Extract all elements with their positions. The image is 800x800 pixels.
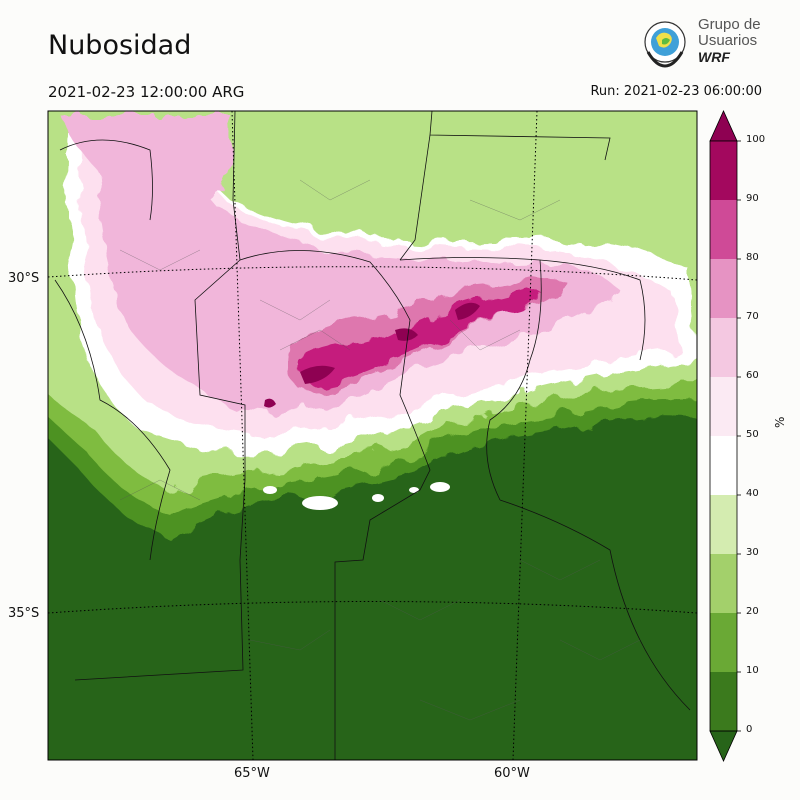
map-frame: [47, 110, 698, 761]
province-boundaries: [54, 111, 691, 760]
colorbar-tick-label: 30: [746, 547, 759, 558]
colorbar-extend-max: [709, 110, 738, 142]
figure-title: Nubosidad: [48, 30, 192, 61]
cloud-band-60-70-north: [60, 115, 233, 206]
colorbar-tick-label: 10: [746, 665, 759, 676]
colorbar-segment: [710, 613, 737, 672]
valid-time-label: 2021-02-23 12:00:00 ARG: [48, 83, 245, 101]
graticule: [48, 111, 697, 760]
cloud-band-90-100: [264, 302, 480, 408]
logo-line-1: Grupo de: [698, 16, 761, 33]
colorbar-tick-label: 50: [746, 429, 759, 440]
lat-label-30s: 30°S: [8, 271, 40, 286]
colorbar-tick-label: 40: [746, 488, 759, 499]
colorbar-tick-label: 100: [746, 134, 766, 145]
cloud-band-60-70: [90, 125, 620, 409]
colorbar-tick-label: 20: [746, 606, 759, 617]
clear-patches: [263, 482, 450, 510]
colorbar-unit-label: %: [773, 416, 787, 428]
colorbar-segment: [710, 141, 737, 200]
logo-line-2: Usuarios: [698, 32, 758, 49]
logo-line-3: WRF: [698, 49, 730, 65]
colorbar-segment: [710, 200, 737, 259]
colorbar: [709, 110, 741, 762]
colorbar-tick-label: 60: [746, 370, 759, 381]
colorbar-segment: [710, 436, 737, 495]
colorbar-segment: [710, 672, 737, 731]
lon-label-65w: 65°W: [234, 766, 270, 781]
colorbar-tick-label: 90: [746, 193, 759, 204]
lon-label-60w: 60°W: [494, 766, 530, 781]
colorbar-segment: [710, 495, 737, 554]
lat-label-35s: 35°S: [8, 606, 40, 621]
colorbar-segment: [710, 318, 737, 377]
department-boundaries: [119, 179, 641, 721]
colorbar-extend-min: [709, 730, 738, 762]
colorbar-segment: [710, 377, 737, 436]
wrf-logo: Grupo de Usuarios WRF: [636, 16, 766, 72]
colorbar-segment: [710, 554, 737, 613]
colorbar-tick-label: 80: [746, 252, 759, 263]
run-time-label: Run: 2021-02-23 06:00:00: [590, 84, 762, 99]
colorbar-tick-label: 0: [746, 724, 753, 735]
colorbar-tick-label: 70: [746, 311, 759, 322]
colorbar-segment: [710, 259, 737, 318]
cloud-band-80-90: [299, 293, 545, 385]
wrf-globe-emblem-icon: [644, 21, 686, 68]
